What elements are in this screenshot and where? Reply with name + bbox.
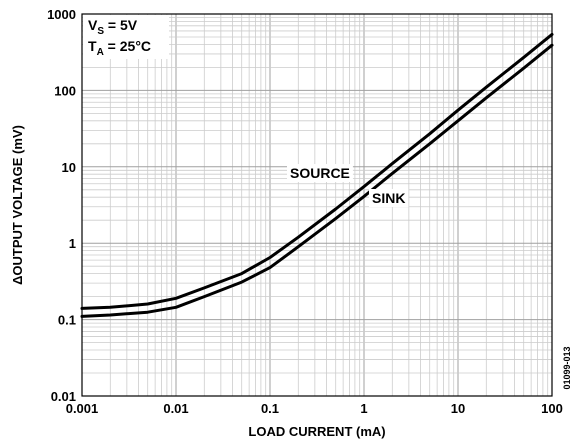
x-tick-label: 10 [451, 401, 465, 416]
x-axis-label: LOAD CURRENT (mA) [248, 424, 385, 439]
conditions-background [83, 15, 169, 59]
y-tick-label: 1000 [47, 7, 76, 22]
plot-frame [81, 13, 553, 397]
x-tick-labels: 0.001 0.01 0.1 1 10 100 [66, 401, 563, 416]
x-tick-label: 1 [360, 401, 367, 416]
x-tick-label: 0.001 [66, 401, 99, 416]
y-tick-label: 100 [54, 83, 76, 98]
supply-voltage-label: VS = 5V [88, 17, 138, 37]
conditions-box: VS = 5V TA = 25°C [83, 15, 169, 59]
y-axis-label: ΔOUTPUT VOLTAGE (mV) [10, 125, 25, 285]
y-tick-label: 10 [62, 160, 76, 175]
series-line-sink [80, 43, 554, 318]
x-tick-label: 100 [541, 401, 563, 416]
series-label-background [287, 164, 353, 182]
chart-grid [81, 14, 552, 397]
series-label-source: SOURCE [290, 165, 350, 181]
y-tick-label: 0.01 [51, 389, 76, 404]
series-layer: SOURCE SINK [80, 32, 554, 318]
y-tick-label: 0.1 [58, 313, 76, 328]
series-label-sink: SINK [372, 190, 405, 206]
x-tick-label: 0.1 [261, 401, 279, 416]
x-tick-label: 0.01 [163, 401, 188, 416]
y-tick-label: 1 [69, 236, 76, 251]
series-line-source [80, 32, 554, 310]
y-tick-labels: 0.01 0.1 1 10 100 1000 [47, 7, 76, 404]
figure-id: 01099-013 [562, 346, 572, 389]
ambient-temperature-label: TA = 25°C [88, 38, 151, 58]
series-label-background [369, 189, 409, 207]
